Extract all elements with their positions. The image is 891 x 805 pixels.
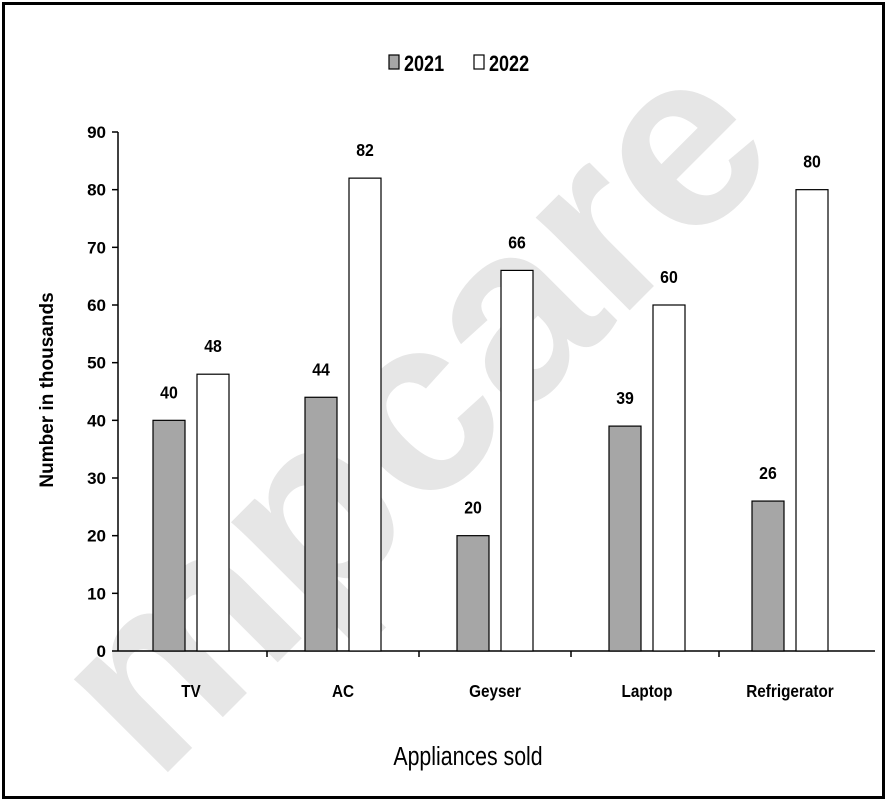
bar-2021-laptop <box>608 425 642 652</box>
legend-label-2022: 2022 <box>489 52 529 76</box>
watermark: mpcare <box>0 0 822 805</box>
y-tick-label: 40 <box>87 411 106 430</box>
y-tick-label: 90 <box>87 123 106 142</box>
legend-swatch-2022 <box>473 54 485 70</box>
bar-2022-refrigerator <box>795 189 829 652</box>
y-axis-title: Number in thousands <box>37 292 58 487</box>
y-tick-label: 50 <box>87 354 106 373</box>
y-tick-label: 20 <box>87 527 106 546</box>
y-tick-label: 10 <box>87 584 106 603</box>
bar-2021-geyser <box>456 535 490 652</box>
bar-2021-refrigerator <box>751 500 785 652</box>
bar-2022-geyser <box>500 269 534 652</box>
data-label: 82 <box>356 140 374 160</box>
bar-2021-tv <box>152 419 186 652</box>
data-label: 60 <box>660 267 678 287</box>
x-tick-label: AC <box>332 681 354 701</box>
axes: 0 10 20 30 40 50 60 70 80 90 TV AC Geyser Laptop Refri… <box>87 123 875 701</box>
x-tick-label: TV <box>181 681 201 701</box>
watermark-text: mpcare <box>0 0 822 805</box>
legend: 2021 2022 <box>388 52 529 76</box>
bar-2021-ac <box>304 396 338 652</box>
y-tick-label: 0 <box>97 642 106 661</box>
x-tick-label: Refrigerator <box>746 681 834 701</box>
x-tick-label: Laptop <box>622 681 673 701</box>
y-tick-label: 80 <box>87 181 106 200</box>
x-tick-label: Geyser <box>469 681 521 701</box>
data-label: 20 <box>464 498 482 518</box>
data-label: 26 <box>759 463 777 483</box>
legend-swatch-2021 <box>388 54 400 70</box>
legend-label-2021: 2021 <box>404 52 444 76</box>
y-tick-label: 30 <box>87 469 106 488</box>
y-tick-label: 70 <box>87 238 106 257</box>
bars <box>152 177 829 652</box>
bar-2022-laptop <box>652 304 686 652</box>
data-label: 66 <box>508 232 526 252</box>
data-label: 80 <box>803 152 821 172</box>
data-labels: 40 44 20 39 26 48 82 66 60 80 <box>160 140 821 518</box>
bar-2022-tv <box>196 373 230 652</box>
data-label: 44 <box>312 359 330 379</box>
data-label: 48 <box>204 336 222 356</box>
data-label: 40 <box>160 382 178 402</box>
y-tick-label: 60 <box>87 296 106 315</box>
data-label: 39 <box>616 388 634 408</box>
bar-2022-ac <box>348 177 382 652</box>
x-axis-title: Appliances sold <box>393 742 542 772</box>
